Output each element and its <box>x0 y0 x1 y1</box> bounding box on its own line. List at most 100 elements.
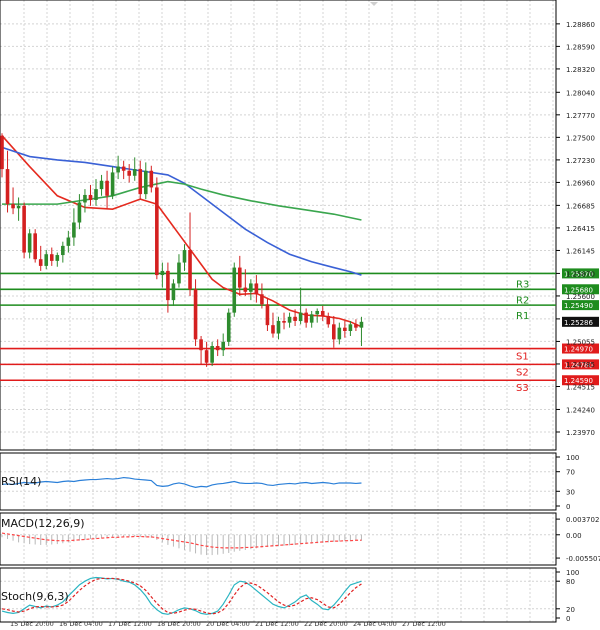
level-name-s2: S2 <box>516 367 529 378</box>
candle-down <box>199 339 203 351</box>
level-price-tag-r1 <box>562 300 599 311</box>
candle-down <box>33 233 37 260</box>
level-price-tag-s2 <box>562 359 599 370</box>
scroll-marker-icon <box>370 2 378 6</box>
axis-labels: 1.28860 1.28590 1.28320 1.28040 1.27770 1.275… <box>10 2 600 628</box>
candle-up <box>309 314 314 323</box>
price-axis-label: 1.28040 <box>566 89 595 97</box>
candle-down <box>193 289 198 340</box>
stoch-axis-label: 0 <box>566 615 570 623</box>
level-name-r3: R3 <box>516 279 529 290</box>
candle-up <box>16 205 21 209</box>
price-axis-label: 1.28860 <box>566 21 595 29</box>
candle-down <box>243 287 248 292</box>
candle-down <box>326 315 331 325</box>
time-axis-label: 17 Dec 12:00 <box>108 620 152 626</box>
candle-up <box>72 222 76 238</box>
level-price-tag-r2 <box>562 284 599 295</box>
stoch-axis-label: 80 <box>566 578 575 586</box>
time-axis-label: 15 Dec 20:00 <box>10 620 54 626</box>
candle-up <box>94 189 98 200</box>
stoch-title: Stoch(9,6,3) <box>1 590 69 603</box>
level-price-label-s2: 1.24780 <box>564 361 593 369</box>
macd-axis-label: 0.003702 <box>566 516 599 524</box>
candle-down <box>332 324 336 340</box>
candle-up <box>143 170 148 195</box>
macd-axis-label: -0.005507 <box>566 555 600 563</box>
candle-down <box>5 169 10 205</box>
price-axis-label: 1.24785 <box>566 361 595 369</box>
macd-axis-label: 0.00 <box>566 532 582 540</box>
candle-down <box>282 320 286 323</box>
candle-up <box>226 312 231 342</box>
candle-up <box>66 237 71 246</box>
candle-up <box>182 250 187 263</box>
candle-down <box>204 350 209 363</box>
level-name-s3: S3 <box>516 383 529 394</box>
level-price-label-s1: 1.24970 <box>564 346 593 354</box>
candle-up <box>83 194 87 203</box>
level-price-tag-s3 <box>562 375 599 386</box>
candle-down <box>304 312 308 323</box>
candle-down <box>343 327 347 331</box>
price-axis-label: 1.24240 <box>566 406 595 414</box>
panel-frame-stoch <box>0 567 557 623</box>
stoch-axis-label: 20 <box>566 606 575 614</box>
current-price-label: 1.25286 <box>564 319 593 327</box>
candle-down <box>265 304 270 326</box>
time-axis-label: 18 Dec 20:00 <box>157 620 201 626</box>
price-axis-label: 1.26415 <box>566 225 595 233</box>
price-axis-label: 1.25600 <box>566 293 595 301</box>
panel-frame-price <box>0 0 557 451</box>
panel-frame-macd <box>0 512 557 566</box>
candle-down <box>237 267 242 288</box>
candle-up <box>61 245 65 256</box>
level-price-tag-s1 <box>562 343 599 354</box>
panel-frame-rsi <box>0 452 557 511</box>
price-axis-label: 1.23970 <box>566 429 595 437</box>
candle-up <box>348 324 353 331</box>
pivot-levels: R3 1.25870 R2 1.25680 R1 1.25490 S1 1.24970 S2 1.… <box>0 268 599 394</box>
moving-averages <box>1 135 362 328</box>
candle-up <box>232 267 237 313</box>
candle-up <box>55 255 60 261</box>
stoch-series-line <box>1 576 362 615</box>
price-axis-label: 1.25870 <box>566 270 595 278</box>
candle-down <box>49 254 54 261</box>
candle-up <box>359 321 364 328</box>
candle-down <box>138 169 143 195</box>
price-axis-label: 1.26685 <box>566 202 595 210</box>
candle-up <box>177 262 181 284</box>
moving-average-line <box>1 146 362 276</box>
candle-down <box>188 250 192 290</box>
rsi-axis-label: 70 <box>566 469 575 477</box>
price-axis-label: 1.27770 <box>566 112 595 120</box>
level-price-label-s3: 1.24590 <box>564 377 593 385</box>
candle-up <box>160 270 165 276</box>
candle-up <box>315 310 320 315</box>
time-axis-label: 16 Dec 04:00 <box>59 620 103 626</box>
panel-titles: RSI(14) MACD(12,26,9) Stoch(9,6,3) <box>1 475 85 603</box>
candle-down <box>271 325 275 334</box>
candle-down <box>155 187 159 276</box>
candle-up <box>132 169 137 176</box>
candle-up <box>287 316 292 323</box>
candle-down <box>22 205 26 253</box>
candle-down <box>320 310 325 316</box>
candle-up <box>27 233 32 253</box>
panel-borders <box>0 0 557 623</box>
candle-down <box>215 346 220 351</box>
level-price-label-r1: 1.25490 <box>564 302 593 310</box>
current-price-tag <box>562 316 599 327</box>
candle-down <box>254 283 259 295</box>
level-name-r1: R1 <box>516 311 529 322</box>
price-axis-label: 1.24515 <box>566 383 595 391</box>
candle-up <box>99 180 104 190</box>
macd-series-line <box>1 532 362 549</box>
price-axis-label: 1.25055 <box>566 338 595 346</box>
candles <box>0 133 364 367</box>
candle-down <box>260 294 264 305</box>
level-price-tag-r3 <box>562 268 599 279</box>
